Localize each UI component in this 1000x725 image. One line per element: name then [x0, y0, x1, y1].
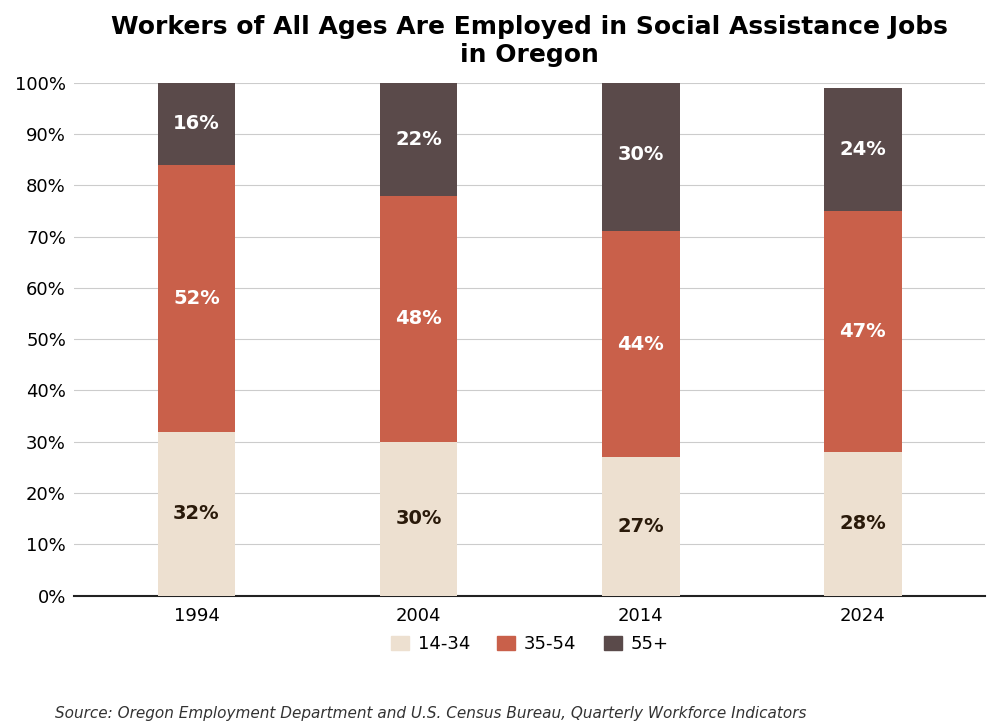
- Text: 52%: 52%: [173, 289, 220, 307]
- Bar: [158, 83, 235, 165]
- Text: 27%: 27%: [617, 517, 664, 536]
- Text: 32%: 32%: [173, 504, 220, 523]
- Text: 30%: 30%: [395, 509, 442, 529]
- Text: 28%: 28%: [839, 514, 886, 534]
- Bar: [380, 83, 457, 196]
- Bar: [602, 231, 680, 457]
- Text: 22%: 22%: [395, 130, 442, 149]
- Bar: [824, 211, 902, 452]
- Text: 48%: 48%: [395, 309, 442, 328]
- Text: 47%: 47%: [840, 322, 886, 341]
- Bar: [824, 452, 902, 596]
- Bar: [158, 165, 235, 431]
- Bar: [380, 196, 457, 442]
- Text: 16%: 16%: [173, 114, 220, 133]
- Bar: [602, 457, 680, 596]
- Bar: [602, 78, 680, 231]
- Text: 24%: 24%: [839, 140, 886, 159]
- Text: 30%: 30%: [618, 145, 664, 164]
- Legend: 14-34, 35-54, 55+: 14-34, 35-54, 55+: [391, 635, 669, 653]
- Bar: [824, 88, 902, 211]
- Text: Source: Oregon Employment Department and U.S. Census Bureau, Quarterly Workforce: Source: Oregon Employment Department and…: [55, 706, 806, 721]
- Title: Workers of All Ages Are Employed in Social Assistance Jobs
in Oregon: Workers of All Ages Are Employed in Soci…: [111, 15, 948, 67]
- Text: 44%: 44%: [617, 335, 664, 354]
- Bar: [158, 431, 235, 596]
- Bar: [380, 442, 457, 596]
